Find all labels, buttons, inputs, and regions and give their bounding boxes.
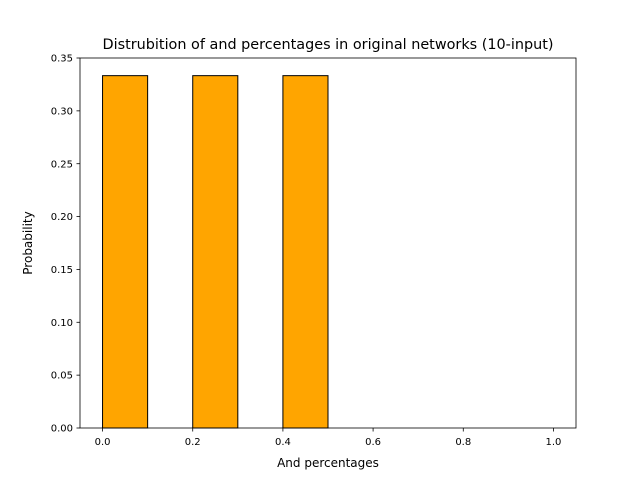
x-axis-label: And percentages xyxy=(277,456,379,470)
y-tick-label: 0.15 xyxy=(51,265,73,276)
y-tick-label: 0.30 xyxy=(51,106,73,117)
chart-title: Distrubition of and percentages in origi… xyxy=(103,37,554,53)
histogram-bar xyxy=(102,75,149,429)
plot-frame xyxy=(79,57,577,429)
y-tick-label: 0.25 xyxy=(51,159,73,170)
y-tick-label: 0.20 xyxy=(51,212,73,223)
x-tick-label: 0.8 xyxy=(455,437,471,448)
bars-group xyxy=(102,75,329,429)
histogram-bar xyxy=(192,75,239,429)
histogram-bar xyxy=(282,75,329,429)
x-tick-label: 0.6 xyxy=(365,437,381,448)
x-tick-label: 0.4 xyxy=(275,437,291,448)
y-axis-label: Probability xyxy=(21,211,35,274)
x-tick-label: 0.0 xyxy=(95,437,111,448)
y-tick-label: 0.10 xyxy=(51,318,73,329)
x-axis-ticks: 0.0 0.2 0.4 0.6 0.8 1.0 xyxy=(95,428,562,448)
y-tick-label: 0.05 xyxy=(51,371,73,382)
y-axis-ticks: 0.00 0.05 0.10 0.15 0.20 0.25 0.30 0.35 xyxy=(51,54,80,435)
x-tick-label: 1.0 xyxy=(546,437,562,448)
x-tick-label: 0.2 xyxy=(185,437,201,448)
y-tick-label: 0.00 xyxy=(51,424,73,435)
y-tick-label: 0.35 xyxy=(51,54,73,65)
